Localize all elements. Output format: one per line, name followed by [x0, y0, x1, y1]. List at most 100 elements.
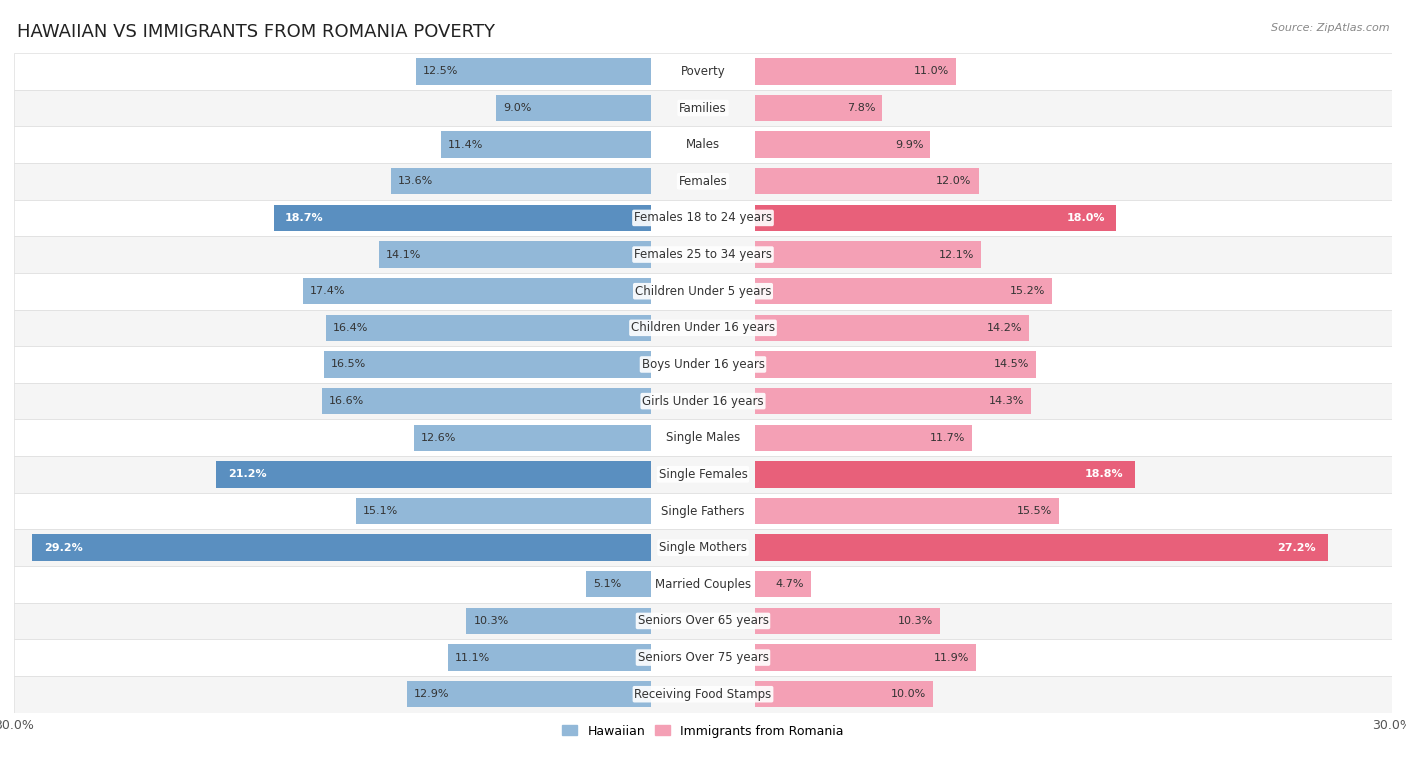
Bar: [441, 131, 651, 158]
Text: Source: ZipAtlas.com: Source: ZipAtlas.com: [1271, 23, 1389, 33]
Text: 18.7%: 18.7%: [285, 213, 323, 223]
Text: Poverty: Poverty: [681, 65, 725, 78]
Bar: [755, 58, 956, 85]
Bar: [322, 388, 651, 415]
Text: 5.1%: 5.1%: [593, 579, 621, 589]
Text: 15.2%: 15.2%: [1010, 287, 1045, 296]
Bar: [326, 315, 651, 341]
Bar: [586, 571, 651, 597]
Text: 12.6%: 12.6%: [420, 433, 456, 443]
Text: Females 25 to 34 years: Females 25 to 34 years: [634, 248, 772, 261]
Bar: [14, 346, 1392, 383]
Text: 12.0%: 12.0%: [936, 177, 972, 186]
Bar: [416, 58, 651, 85]
Text: 11.1%: 11.1%: [456, 653, 491, 662]
Bar: [406, 681, 651, 707]
Bar: [14, 456, 1392, 493]
Bar: [14, 639, 1392, 676]
Bar: [14, 127, 1392, 163]
Bar: [413, 424, 651, 451]
Text: 11.9%: 11.9%: [934, 653, 969, 662]
Bar: [755, 95, 882, 121]
Bar: [755, 351, 1036, 377]
Text: Females 18 to 24 years: Females 18 to 24 years: [634, 211, 772, 224]
Text: Girls Under 16 years: Girls Under 16 years: [643, 395, 763, 408]
Bar: [14, 603, 1392, 639]
Bar: [274, 205, 651, 231]
Text: 27.2%: 27.2%: [1278, 543, 1316, 553]
Bar: [391, 168, 651, 195]
Bar: [32, 534, 651, 561]
Text: 16.6%: 16.6%: [329, 396, 364, 406]
Text: 16.5%: 16.5%: [330, 359, 366, 369]
Text: 21.2%: 21.2%: [228, 469, 266, 479]
Bar: [14, 309, 1392, 346]
Text: 14.2%: 14.2%: [987, 323, 1022, 333]
Bar: [380, 241, 651, 268]
Text: 9.0%: 9.0%: [503, 103, 531, 113]
Bar: [217, 461, 651, 487]
Bar: [449, 644, 651, 671]
Text: Single Mothers: Single Mothers: [659, 541, 747, 554]
Text: 15.5%: 15.5%: [1017, 506, 1052, 516]
Bar: [323, 351, 651, 377]
Text: Children Under 16 years: Children Under 16 years: [631, 321, 775, 334]
Text: HAWAIIAN VS IMMIGRANTS FROM ROMANIA POVERTY: HAWAIIAN VS IMMIGRANTS FROM ROMANIA POVE…: [17, 23, 495, 41]
Bar: [356, 498, 651, 525]
Bar: [755, 388, 1032, 415]
Bar: [14, 89, 1392, 127]
Bar: [755, 681, 932, 707]
Bar: [755, 424, 972, 451]
Text: 18.0%: 18.0%: [1066, 213, 1105, 223]
Bar: [14, 419, 1392, 456]
Bar: [14, 529, 1392, 566]
Text: 14.5%: 14.5%: [994, 359, 1029, 369]
Text: 17.4%: 17.4%: [311, 287, 346, 296]
Bar: [755, 571, 811, 597]
Text: 7.8%: 7.8%: [846, 103, 875, 113]
Text: Seniors Over 65 years: Seniors Over 65 years: [637, 615, 769, 628]
Text: Families: Families: [679, 102, 727, 114]
Bar: [14, 676, 1392, 713]
Text: Boys Under 16 years: Boys Under 16 years: [641, 358, 765, 371]
Bar: [755, 534, 1327, 561]
Text: Seniors Over 75 years: Seniors Over 75 years: [637, 651, 769, 664]
Text: 12.1%: 12.1%: [939, 249, 974, 259]
Text: Females: Females: [679, 175, 727, 188]
Bar: [14, 493, 1392, 529]
Bar: [304, 278, 651, 305]
Bar: [14, 53, 1392, 89]
Bar: [496, 95, 651, 121]
Text: 15.1%: 15.1%: [363, 506, 398, 516]
Text: 11.0%: 11.0%: [914, 67, 949, 77]
Text: Receiving Food Stamps: Receiving Food Stamps: [634, 688, 772, 700]
Text: 14.1%: 14.1%: [387, 249, 422, 259]
Text: 18.8%: 18.8%: [1084, 469, 1123, 479]
Text: 11.7%: 11.7%: [929, 433, 965, 443]
Text: Children Under 5 years: Children Under 5 years: [634, 285, 772, 298]
Bar: [755, 131, 931, 158]
Text: 16.4%: 16.4%: [333, 323, 368, 333]
Bar: [755, 608, 939, 634]
Bar: [755, 644, 976, 671]
Bar: [14, 383, 1392, 419]
Text: 9.9%: 9.9%: [896, 139, 924, 149]
Bar: [755, 461, 1135, 487]
Text: 12.5%: 12.5%: [423, 67, 458, 77]
Text: 10.0%: 10.0%: [890, 689, 925, 699]
Bar: [755, 168, 979, 195]
Text: Single Females: Single Females: [658, 468, 748, 481]
Bar: [14, 163, 1392, 199]
Bar: [755, 241, 981, 268]
Bar: [14, 199, 1392, 236]
Bar: [755, 278, 1052, 305]
Bar: [14, 236, 1392, 273]
Text: 4.7%: 4.7%: [776, 579, 804, 589]
Text: Single Fathers: Single Fathers: [661, 505, 745, 518]
Text: 10.3%: 10.3%: [474, 616, 509, 626]
Bar: [755, 205, 1116, 231]
Text: 13.6%: 13.6%: [398, 177, 433, 186]
Text: Married Couples: Married Couples: [655, 578, 751, 590]
Bar: [14, 273, 1392, 309]
Bar: [755, 498, 1059, 525]
